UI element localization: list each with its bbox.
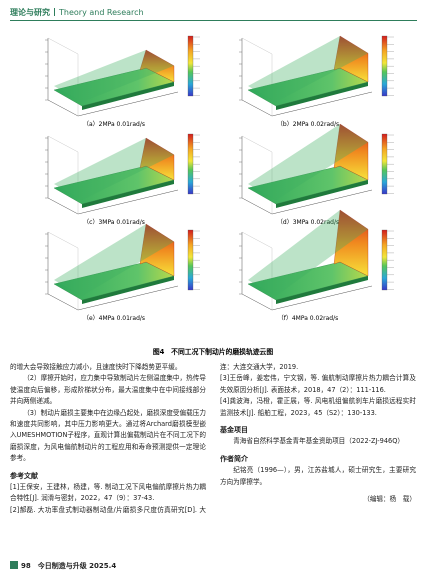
header-rule <box>10 20 417 21</box>
panel-caption: （e）4MPa 0.01rad/s <box>83 315 145 322</box>
figure: （a）2MPa 0.01rad/s （b）2MPa 0.02rad/s （c）3MP… <box>45 35 394 356</box>
plot-panel <box>239 123 394 215</box>
plot-panel <box>239 209 394 311</box>
author-text: 纪铭亮（1996—），男，江苏盐城人，硕士研究生，主要研究方向为摩擦学。 <box>220 466 416 486</box>
color-bar <box>381 229 388 291</box>
panel-caption: （b）2MPa 0.02rad/s <box>277 121 339 128</box>
page-number: 98 <box>21 562 31 570</box>
reference-continued: [2]郝磊. 大功率盘式制动器制动盘/片磨损多尺度仿真研究[D]. 大连：大连交… <box>220 362 416 373</box>
axis <box>241 136 373 215</box>
wear-ridge-top <box>248 210 368 296</box>
wear-ridge-top <box>248 124 368 200</box>
figure-caption: 图4 不同工况下制动片的磨损轨迹云图 <box>153 347 273 356</box>
axis <box>241 232 373 311</box>
panel-caption: （d）3MPa 0.02rad/s <box>277 219 339 226</box>
reference-tail: [2]郝磊. 大功率盘式制动器制动盘/片磨损多尺度仿真研究[D]. 大连：大连交… <box>220 363 299 372</box>
footer: 98 今日制造与升级 2025.4 <box>10 561 116 571</box>
color-bar <box>381 35 388 97</box>
header: 理论与研究 Theory and Research <box>10 7 144 18</box>
right-column: [2]郝磊. 大功率盘式制动器制动盘/片磨损多尺度仿真研究[D]. 大连：大连交… <box>220 362 416 505</box>
surface-side <box>82 82 174 110</box>
axis <box>47 232 179 311</box>
axis <box>47 135 79 153</box>
wear-ridge-top <box>54 138 174 200</box>
axis <box>47 136 179 215</box>
surface-side <box>276 276 368 304</box>
plot-panel <box>45 35 200 117</box>
paragraph: （3）制动片磨损主要集中在边缘凸起处，磨损深度受偏载压力和速度共同影响，其中压力… <box>10 408 206 463</box>
author-title: 作者简介 <box>220 454 248 463</box>
plot-panel <box>239 35 394 117</box>
surface-side <box>276 180 368 208</box>
wear-ridge <box>333 123 369 181</box>
panel-caption: （c）3MPa 0.01rad/s <box>83 219 145 226</box>
axis <box>47 38 179 117</box>
fund-title: 基金项目 <box>220 426 248 435</box>
plot-panel <box>45 133 200 215</box>
wear-ridge <box>139 49 175 83</box>
plot-panel <box>45 223 200 311</box>
wear-ridge <box>139 137 175 181</box>
fund-text: 青海省自然科学基金青年基金资助项目（2022-ZJ-946Q） <box>233 437 405 446</box>
axis <box>241 37 273 55</box>
axis <box>47 37 79 55</box>
wear-ridge-top <box>248 36 368 102</box>
wear-ridge-top <box>54 224 174 296</box>
color-bar <box>187 229 194 291</box>
panel-caption: （a）2MPa 0.01rad/s <box>83 121 145 128</box>
wear-ridge <box>139 223 175 277</box>
section: 理论与研究 <box>10 8 50 17</box>
color-bar <box>187 35 194 97</box>
axis <box>241 231 273 249</box>
paragraph: 的增大会导致接触应力减小，且速度快时下降趋势更平缓。 <box>10 363 182 371</box>
paragraph: （2）摩擦开始时，应力集中导致制动片左侧温度集中，热传导使温度向后偏移，形成阶梯… <box>10 374 206 406</box>
reference: [3]王岳峰，姜宏伟，宁文钢，等. 偏航制动摩擦片热力耦合计算及失效原因分析[J… <box>220 374 416 394</box>
left-column: 的增大会导致接触应力减小，且速度快时下降趋势更平缓。 （2）摩擦开始时，应力集中… <box>10 362 206 516</box>
surface-side <box>276 82 368 110</box>
surface-side <box>82 276 174 304</box>
wear-ridge-top <box>54 50 174 102</box>
color-bar <box>187 133 194 195</box>
surface-side <box>82 180 174 208</box>
reference: [4]龚波海，冯橙，霍正展，等. 风电机组偏航刹车片磨损远程实时监测技术[J].… <box>220 397 416 417</box>
reference: [1]王保安，王建林，杨建，等. 制动工况下风电偏航摩擦片热力耦合特性[J]. … <box>10 483 206 503</box>
reference: [2]郝磊. 大功率盘式制动器制动盘/片磨损多尺度仿真研究[D]. 大连：大连交… <box>10 505 206 514</box>
axis <box>47 231 79 249</box>
color-bar <box>381 133 388 195</box>
wear-ridge <box>333 209 369 277</box>
section-en: Theory and Research <box>59 8 144 17</box>
axis <box>241 38 373 117</box>
wear-ridge <box>333 35 369 83</box>
axis <box>241 135 273 153</box>
panel-caption: （f）4MPa 0.02rad/s <box>278 315 339 322</box>
editor: （编辑：杨 载） <box>363 495 416 504</box>
references-title: 参考文献 <box>10 471 38 480</box>
journal: 今日制造与升级 2025.4 <box>37 562 117 570</box>
